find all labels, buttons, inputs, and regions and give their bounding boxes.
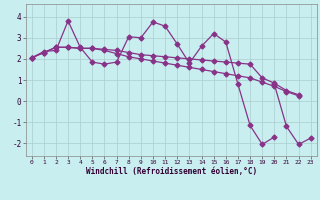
X-axis label: Windchill (Refroidissement éolien,°C): Windchill (Refroidissement éolien,°C) <box>86 167 257 176</box>
